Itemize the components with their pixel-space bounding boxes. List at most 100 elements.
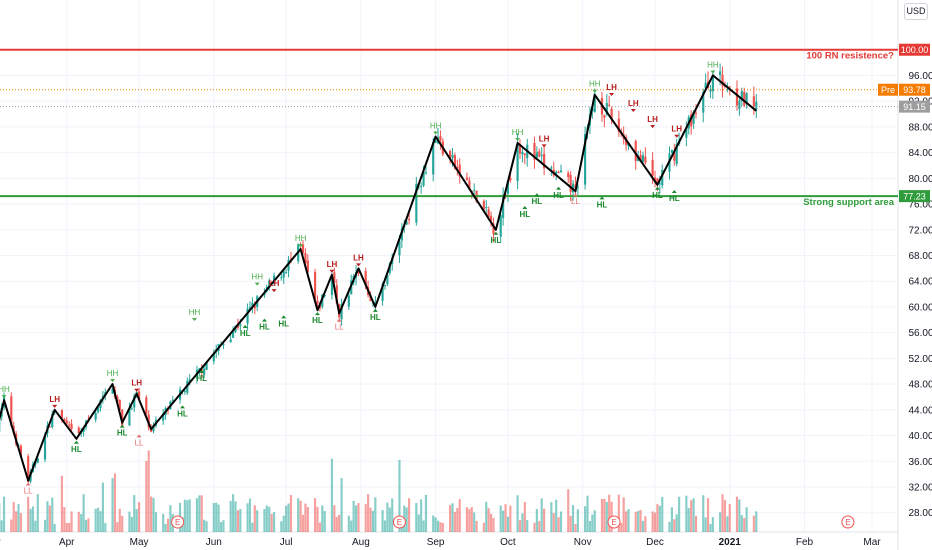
- candle-body: [171, 399, 174, 402]
- volume-bar: [164, 523, 167, 532]
- volume-bar: [752, 515, 755, 532]
- volume-bar: [12, 502, 15, 532]
- volume-bar: [116, 522, 119, 532]
- volume-bar: [280, 521, 283, 532]
- volume-bar: [639, 510, 642, 532]
- volume-bar: [96, 507, 100, 532]
- volume-bar: [576, 509, 579, 532]
- volume-bar: [256, 510, 259, 532]
- volume-bar: [656, 504, 659, 532]
- currency-button[interactable]: USD: [904, 3, 928, 20]
- swing-marker-up: [119, 424, 125, 428]
- volume-bar: [755, 511, 758, 532]
- volume-bar: [574, 523, 577, 532]
- volume-bar: [492, 517, 495, 532]
- swing-marker-up: [534, 193, 540, 197]
- volume-bar: [162, 513, 165, 532]
- swing-marker-up: [493, 231, 499, 235]
- candle-body: [538, 151, 541, 157]
- swing-marker-down: [52, 404, 58, 408]
- candle-body: [709, 89, 712, 92]
- volume-bar: [51, 497, 54, 532]
- swing-label-hl: HL: [278, 319, 289, 328]
- candle-body: [540, 154, 543, 156]
- volume-bar: [687, 507, 690, 532]
- swing-label-hh: HH: [189, 308, 201, 317]
- volume-bar: [709, 523, 712, 532]
- volume-bar: [166, 518, 170, 532]
- candle-body: [272, 275, 276, 283]
- candle-body: [116, 396, 119, 402]
- volume-bar: [658, 505, 661, 532]
- volume-bar: [299, 500, 302, 532]
- volume-bar: [509, 505, 512, 532]
- volume-bar: [251, 522, 254, 532]
- candle-body: [287, 259, 290, 271]
- swing-marker-down: [592, 89, 598, 93]
- candle-body: [304, 252, 307, 264]
- volume-bar: [704, 517, 707, 532]
- volume-bar: [65, 523, 68, 532]
- volume-bar: [391, 498, 394, 532]
- volume-bar: [557, 517, 560, 532]
- volume-bar: [552, 513, 555, 532]
- swing-label-lh: LH: [49, 395, 60, 404]
- swing-label-ll: LL: [24, 487, 33, 496]
- candle-body: [702, 91, 705, 113]
- swing-marker-down: [674, 134, 680, 138]
- pre-market-prefix-tag: [878, 83, 898, 96]
- swing-label-hh: HH: [512, 128, 524, 137]
- volume-bar: [154, 512, 158, 532]
- candle-body: [118, 400, 121, 411]
- candle-body: [301, 244, 305, 254]
- volume-bar: [318, 522, 321, 532]
- volume-bar: [637, 510, 640, 532]
- x-tick-label: Dec: [646, 537, 664, 548]
- candle-body: [584, 134, 587, 185]
- candle-body: [239, 324, 242, 327]
- candle-body: [576, 187, 579, 189]
- y-tick-label: 72.00: [908, 225, 932, 236]
- swing-marker-up: [242, 325, 248, 329]
- candle-body: [94, 412, 97, 420]
- volume-bar: [723, 500, 727, 532]
- volume-bar: [272, 512, 276, 532]
- volume-bar: [516, 495, 519, 532]
- candle-body: [323, 295, 326, 297]
- swing-label-hl: HL: [312, 316, 323, 325]
- volume-bar: [188, 499, 191, 532]
- volume-bar: [415, 503, 418, 532]
- volume-bar: [80, 513, 83, 532]
- candle-body: [550, 167, 553, 169]
- swing-marker-up: [556, 186, 562, 190]
- volume-bar: [422, 520, 425, 532]
- volume-bar: [357, 503, 360, 532]
- volume-bar: [43, 519, 47, 532]
- candle-body: [523, 153, 526, 156]
- swing-marker-down: [609, 92, 615, 96]
- candle-body: [357, 270, 360, 274]
- volume-bar: [205, 521, 208, 532]
- swing-label-hh: HH: [107, 369, 119, 378]
- earnings-marker: [607, 515, 621, 529]
- swing-label-hl: HL: [553, 191, 564, 200]
- support-price-tag: [899, 190, 930, 203]
- volume-bar: [624, 511, 628, 532]
- swing-label-hl: HL: [491, 236, 502, 245]
- swing-label-hl: HL: [669, 194, 680, 203]
- candle-body: [60, 409, 64, 419]
- pre-market-price-tag: [899, 83, 930, 96]
- candle-body: [335, 285, 338, 304]
- candle-body: [743, 92, 746, 106]
- candle-body: [535, 152, 538, 158]
- candle-body: [499, 215, 502, 237]
- volume-bar: [398, 459, 401, 532]
- volume-bar: [17, 504, 20, 532]
- volume-bar: [383, 520, 387, 532]
- candle-body: [43, 434, 47, 460]
- volume-bar: [53, 523, 56, 532]
- x-tick-label: Nov: [574, 537, 592, 548]
- candle-body: [487, 209, 490, 217]
